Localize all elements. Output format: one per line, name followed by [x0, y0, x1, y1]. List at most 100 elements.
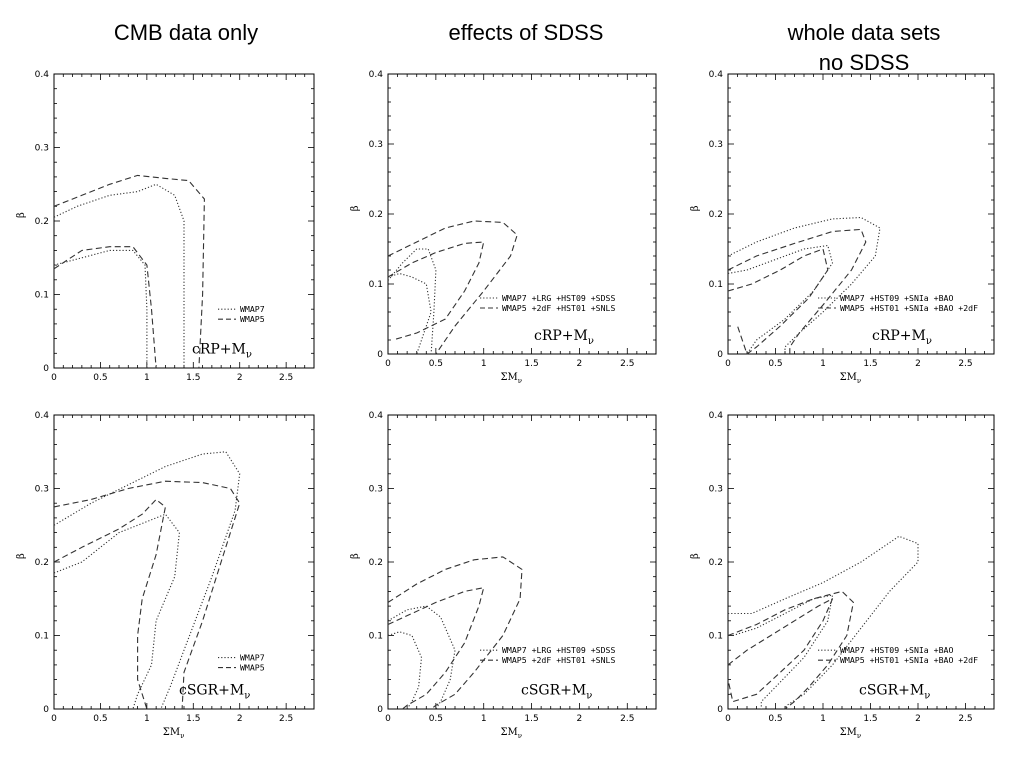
x-tick-label: 1.5 [863, 714, 877, 724]
x-tick-label: 2 [577, 359, 583, 369]
y-tick-label: 0.2 [369, 558, 383, 568]
y-tick-label: 0.3 [709, 140, 723, 150]
y-tick-label: 0.4 [35, 70, 50, 80]
contour-line-dashed [727, 598, 834, 703]
contour-line-dotted [727, 216, 881, 354]
legend-entry: WMAP5 +HST01 +SNIa +BAO +2dF [840, 303, 978, 313]
y-tick-label: 0.1 [35, 632, 49, 642]
contour-line-dotted [53, 451, 241, 710]
y-axis-label: β [16, 553, 27, 559]
x-tick-label: 1.5 [863, 359, 877, 369]
legend-entry: WMAP5 +2dF +HST01 +SNLS [502, 655, 615, 665]
x-axis-label: ΣMν [163, 727, 185, 740]
x-tick-label: 0 [385, 714, 391, 724]
legend-entry: WMAP5 +2dF +HST01 +SNLS [502, 303, 615, 313]
contour-line-dashed [387, 587, 485, 710]
contour-line-dashed [387, 220, 518, 355]
x-tick-label: 0 [385, 359, 391, 369]
contour-line-dotted [387, 631, 423, 710]
contour-line-dashed [53, 498, 166, 710]
contour-line-dotted [53, 513, 180, 710]
contour-line-dashed [727, 228, 867, 354]
x-tick-label: 1 [820, 714, 826, 724]
x-tick-label: 1 [481, 714, 487, 724]
x-tick-label: 0 [51, 714, 57, 724]
legend-entry: WMAP5 [240, 663, 265, 673]
y-tick-label: 0.2 [35, 558, 49, 568]
model-label-subscript: ν [588, 336, 594, 347]
x-axis-label-subscript: ν [857, 377, 861, 385]
x-tick-label: 0.5 [768, 359, 782, 369]
x-tick-label: 1 [144, 373, 150, 383]
contour-line-dashed [727, 590, 854, 710]
y-tick-label: 0.1 [709, 280, 723, 290]
y-tick-label: 0.3 [369, 140, 383, 150]
x-tick-label: 1.5 [524, 714, 538, 724]
x-tick-label: 0.5 [429, 359, 443, 369]
x-tick-label: 0 [725, 714, 731, 724]
y-axis-label: β [16, 212, 27, 218]
contour-line-dashed [387, 241, 485, 341]
y-tick-label: 0.1 [369, 632, 383, 642]
y-tick-label: 0.4 [709, 411, 724, 421]
y-tick-label: 0 [717, 705, 723, 715]
contour-line-dotted [732, 594, 834, 709]
y-tick-label: 0.2 [35, 217, 49, 227]
x-tick-label: 1 [820, 359, 826, 369]
model-label: cSGR+Mν [859, 682, 930, 701]
y-axis-label: β [690, 553, 701, 559]
legend-entry: WMAP7 +HST09 +SNIa +BAO [840, 293, 953, 303]
column-title-1: CMB data only [113, 20, 259, 45]
y-tick-label: 0.3 [35, 144, 49, 154]
x-tick-label: 1 [144, 714, 150, 724]
y-tick-label: 0 [377, 705, 383, 715]
contour-line-dotted [727, 244, 834, 355]
panel-row1-col2: 0 0.5 1 1.5 2 2.5 0 0.1 0.2 0.3 0.4 β ΣMν WMAP7 +LRG … [350, 70, 657, 385]
x-axis-label: ΣMν [500, 727, 522, 740]
x-axis-label-subscript: ν [180, 732, 184, 740]
y-tick-label: 0.3 [369, 485, 383, 495]
x-tick-label: 1.5 [186, 714, 200, 724]
contour-line-dashed [727, 248, 829, 355]
x-axis-label: ΣMν [840, 727, 862, 740]
contour-line-dotted [728, 535, 919, 710]
x-tick-label: 0.5 [93, 373, 107, 383]
y-tick-label: 0.4 [35, 411, 50, 421]
x-tick-label: 0.5 [93, 714, 107, 724]
y-tick-label: 0.4 [369, 70, 384, 80]
x-tick-label: 2 [915, 359, 921, 369]
y-axis-label: β [350, 205, 361, 211]
contour-line-dotted [53, 183, 185, 368]
y-axis-label: β [350, 553, 361, 559]
contour-line-dashed [53, 246, 157, 369]
column-title-3: whole data sets [787, 20, 941, 45]
y-tick-label: 0.2 [709, 210, 723, 220]
x-tick-label: 0 [725, 359, 731, 369]
legend-entry: WMAP5 [240, 314, 265, 324]
y-tick-label: 0.1 [369, 280, 383, 290]
y-tick-label: 0 [43, 364, 49, 374]
y-tick-label: 0.4 [369, 411, 384, 421]
model-label: cRP+Mν [872, 328, 932, 347]
y-tick-label: 0.2 [709, 558, 723, 568]
legend-entry: WMAP7 [240, 304, 265, 314]
y-tick-label: 0 [717, 350, 723, 360]
legend-entry: WMAP7 +LRG +HST09 +SDSS [502, 645, 615, 655]
x-tick-label: 1 [481, 359, 487, 369]
x-axis-label: ΣMν [500, 372, 522, 385]
x-tick-label: 0 [51, 373, 57, 383]
legend-entry: WMAP7 +LRG +HST09 +SDSS [502, 293, 615, 303]
legend-entry: WMAP7 +HST09 +SNIa +BAO [840, 645, 953, 655]
contour-line-dotted [387, 248, 437, 355]
column-subtitle-3: no SDSS [818, 50, 910, 75]
x-axis-label-subscript: ν [518, 732, 522, 740]
contour-line-dashed [53, 174, 205, 369]
x-axis-label-subscript: ν [857, 732, 861, 740]
model-label: cRP+Mν [534, 328, 594, 347]
y-tick-label: 0.4 [709, 70, 724, 80]
model-label-subscript: ν [924, 690, 930, 701]
y-tick-label: 0.2 [369, 210, 383, 220]
